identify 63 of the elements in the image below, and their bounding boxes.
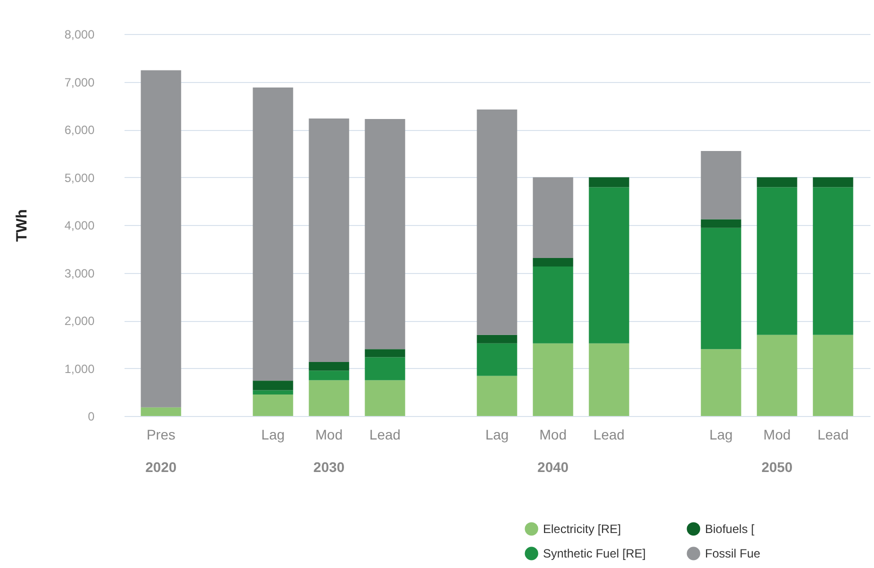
bar — [812, 187, 854, 335]
y-tick-label: 0 — [88, 410, 95, 424]
text: 2020 — [145, 459, 177, 475]
bar — [700, 349, 742, 416]
bar — [252, 380, 294, 390]
bar — [364, 357, 406, 380]
x-tick-label: Lead — [817, 426, 849, 442]
x-tick-label: Lag — [709, 426, 733, 442]
bar — [700, 219, 742, 228]
y-tick-label: 4,000 — [64, 218, 95, 232]
x-tick-label: Mod — [539, 426, 567, 442]
legend-label: Fossil Fue — [705, 546, 761, 560]
bar — [756, 187, 798, 335]
legend-label: Biofuels [ — [705, 522, 756, 536]
bar — [140, 407, 182, 416]
x-tick-label: Pres — [146, 426, 176, 442]
bar — [812, 334, 854, 416]
bar — [756, 177, 798, 188]
x-tick-label: Lead — [593, 426, 625, 442]
bar — [532, 258, 574, 267]
bar — [252, 394, 294, 416]
bar — [308, 362, 350, 371]
legend-label: Electricity [RE] — [543, 522, 622, 536]
text: 2050 — [761, 459, 793, 475]
text: 2040 — [537, 459, 569, 475]
bar — [364, 118, 406, 350]
bar — [308, 370, 350, 380]
bar — [476, 109, 518, 335]
y-tick-label: 6,000 — [64, 123, 95, 137]
y-tick-label: 5,000 — [64, 170, 95, 185]
bar — [252, 390, 294, 395]
bar — [252, 87, 294, 381]
bar — [588, 177, 630, 188]
bar — [532, 177, 574, 258]
y-tick-label: 3,000 — [64, 266, 95, 280]
y-tick-label: 7,000 — [64, 75, 95, 90]
bar — [476, 343, 518, 376]
bar — [700, 150, 742, 220]
bar — [588, 187, 630, 344]
y-tick-label: 8,000 — [64, 28, 95, 42]
bar — [364, 349, 406, 358]
text: 2030 — [313, 459, 345, 475]
bar — [308, 118, 350, 362]
bar — [700, 228, 742, 350]
bar — [476, 334, 518, 344]
x-tick-label: Mod — [315, 426, 343, 442]
bar — [532, 266, 574, 344]
bar — [812, 177, 854, 188]
y-tick-label: 1,000 — [64, 362, 95, 376]
bar — [364, 380, 406, 416]
x-tick-label: Lead — [369, 426, 401, 442]
bar — [756, 334, 798, 416]
bar — [140, 70, 182, 408]
y-tick-label: 2,000 — [64, 314, 95, 328]
bar — [308, 380, 350, 416]
bar — [476, 376, 518, 416]
x-tick-label: Mod — [763, 426, 791, 442]
bar — [532, 343, 574, 416]
legend-label: Synthetic Fuel [RE] — [543, 546, 646, 560]
x-tick-label: Lag — [485, 426, 509, 442]
y-axis-title: TWh — [13, 209, 30, 242]
bar — [588, 343, 630, 416]
x-tick-label: Lag — [261, 426, 285, 442]
